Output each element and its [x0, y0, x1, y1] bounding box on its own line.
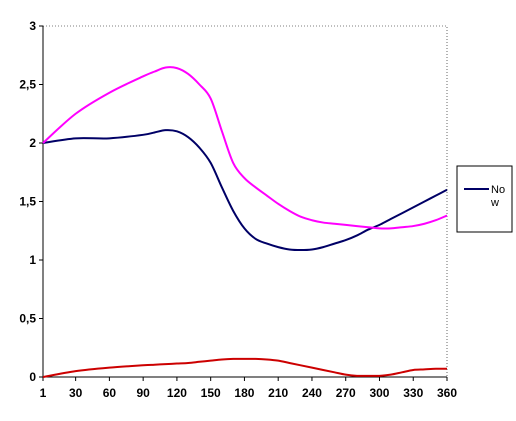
- x-tick-label: 360: [437, 386, 457, 400]
- series-layer: [42, 66, 448, 378]
- series-line-red: [42, 357, 448, 378]
- x-tick-label: 330: [403, 386, 423, 400]
- legend-label-now-line1: No: [491, 184, 505, 196]
- y-tick-label: 0: [29, 370, 36, 384]
- x-tick-label: 120: [167, 386, 187, 400]
- plot-border: [42, 25, 448, 378]
- x-tick-label: 1: [40, 386, 47, 400]
- x-tick-label: 60: [103, 386, 117, 400]
- y-tick-label: 3: [29, 19, 36, 33]
- legend-label-now-line2: w: [490, 197, 499, 209]
- x-tick-label: 180: [234, 386, 254, 400]
- series-line-now: [42, 129, 448, 252]
- series-line-magenta: [42, 66, 448, 230]
- y-axis: 0 0,5 1 1,5 2 2,5 3: [19, 19, 43, 384]
- y-tick-label: 2: [29, 136, 36, 150]
- x-tick-label: 30: [69, 386, 83, 400]
- x-tick-label: 90: [136, 386, 150, 400]
- y-tick-label: 1: [29, 253, 36, 267]
- x-tick-label: 300: [369, 386, 389, 400]
- x-tick-label: 270: [336, 386, 356, 400]
- plot-area: [42, 25, 448, 378]
- x-tick-label: 210: [268, 386, 288, 400]
- x-tick-label: 240: [302, 386, 322, 400]
- y-tick-label: 1,5: [19, 195, 36, 209]
- y-tick-label: 2,5: [19, 78, 36, 92]
- legend: No w: [456, 165, 513, 233]
- x-tick-label: 150: [201, 386, 221, 400]
- legend-box: [456, 165, 513, 233]
- y-tick-label: 0,5: [19, 312, 36, 326]
- x-axis: 1 30 60 90 120 150 180 210 240 270 300 330 360: [40, 377, 457, 400]
